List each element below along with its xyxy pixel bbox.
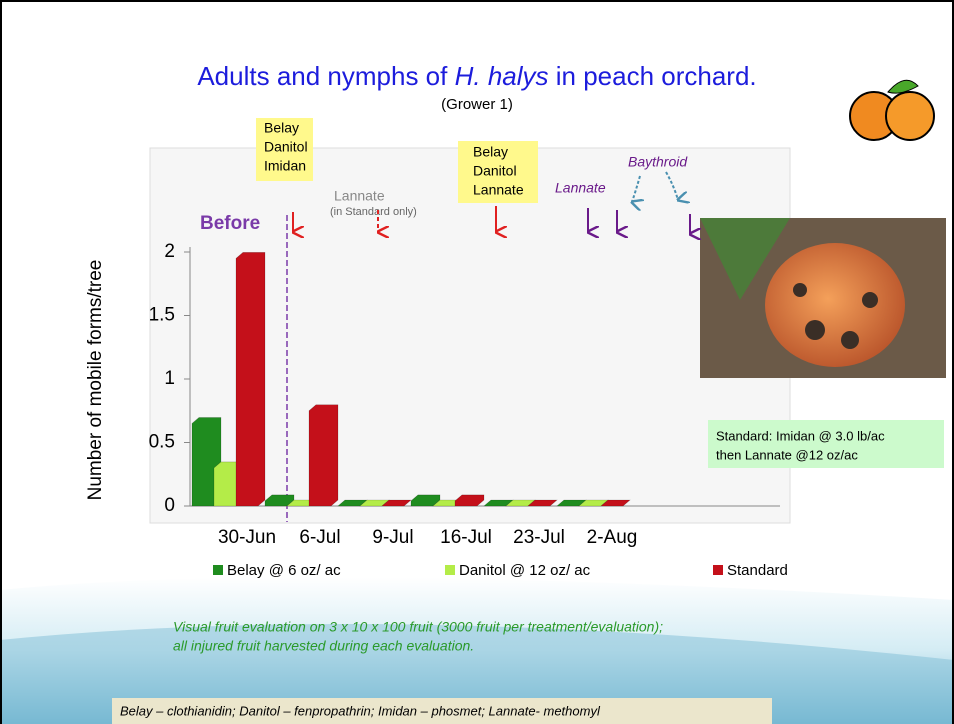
info-text: Standard: Imidan @ 3.0 lb/ac: [716, 428, 885, 443]
info-box: [708, 420, 944, 468]
chart: 0 0.5 1 1.5 2 30-Jun 6-Jul 9-Jul 16-Jul 23-Jul 2-A…: [149, 241, 788, 579]
x-tick-label: 2-Aug: [587, 527, 638, 548]
legend-swatch: [445, 565, 455, 575]
legend-label: Standard: [727, 562, 788, 579]
annotation: Belay: [264, 120, 299, 136]
note: Visual fruit evaluation on 3 x 10 x 100 …: [173, 619, 663, 635]
photo: [700, 218, 946, 378]
y-tick-label: 0: [164, 495, 175, 516]
title-part: in peach orchard.: [549, 61, 757, 91]
note: all injured fruit harvested during each …: [173, 638, 474, 654]
annotation: Lannate: [334, 188, 385, 204]
arrows: [293, 171, 690, 234]
annotation: Lannate: [473, 182, 524, 198]
peach-icon: [849, 79, 935, 141]
legend-swatch: [713, 565, 723, 575]
title-part: H. halys: [455, 61, 549, 91]
title-part: Adults and nymphs of: [197, 61, 454, 91]
subtitle: (Grower 1): [441, 96, 513, 113]
x-tick-label: 6-Jul: [299, 527, 340, 548]
bar: [600, 499, 631, 507]
bar: [527, 499, 558, 507]
y-tick-label: 1: [164, 368, 175, 389]
bar: [235, 252, 266, 507]
y-tick-label: 2: [164, 241, 175, 262]
spray-box: [256, 118, 313, 181]
footer-box: [112, 698, 772, 724]
x-tick-label: 9-Jul: [372, 527, 413, 548]
x-tick-label: 16-Jul: [440, 527, 492, 548]
annotation: Imidan: [264, 158, 306, 174]
x-tick-label: 30-Jun: [218, 527, 276, 548]
y-axis-label: Number of mobile forms/tree: [85, 260, 106, 501]
annotation: Lannate: [555, 180, 606, 196]
annotation: Danitol: [264, 139, 308, 155]
legend-swatch: [213, 565, 223, 575]
annotation: Danitol: [473, 163, 517, 179]
info-text: then Lannate @12 oz/ac: [716, 447, 858, 462]
bar: [308, 404, 339, 507]
legend-label: Belay @ 6 oz/ ac: [227, 562, 341, 579]
y-tick-label: 0.5: [149, 432, 175, 453]
footer: Belay – clothianidin; Danitol – fenpropa…: [120, 703, 601, 718]
annotation: Before: [200, 213, 260, 234]
bar: [381, 499, 412, 507]
x-tick-label: 23-Jul: [513, 527, 565, 548]
legend-label: Danitol @ 12 oz/ ac: [459, 562, 591, 579]
chart-title: Adults and nymphs of H. halys in peach o…: [197, 61, 756, 91]
annotation: Belay: [473, 144, 508, 160]
annotation: (in Standard only): [330, 206, 417, 218]
spray-box: [458, 141, 538, 203]
y-tick-label: 1.5: [149, 305, 175, 326]
annotation: Baythroid: [628, 154, 688, 170]
bar: [454, 494, 485, 507]
